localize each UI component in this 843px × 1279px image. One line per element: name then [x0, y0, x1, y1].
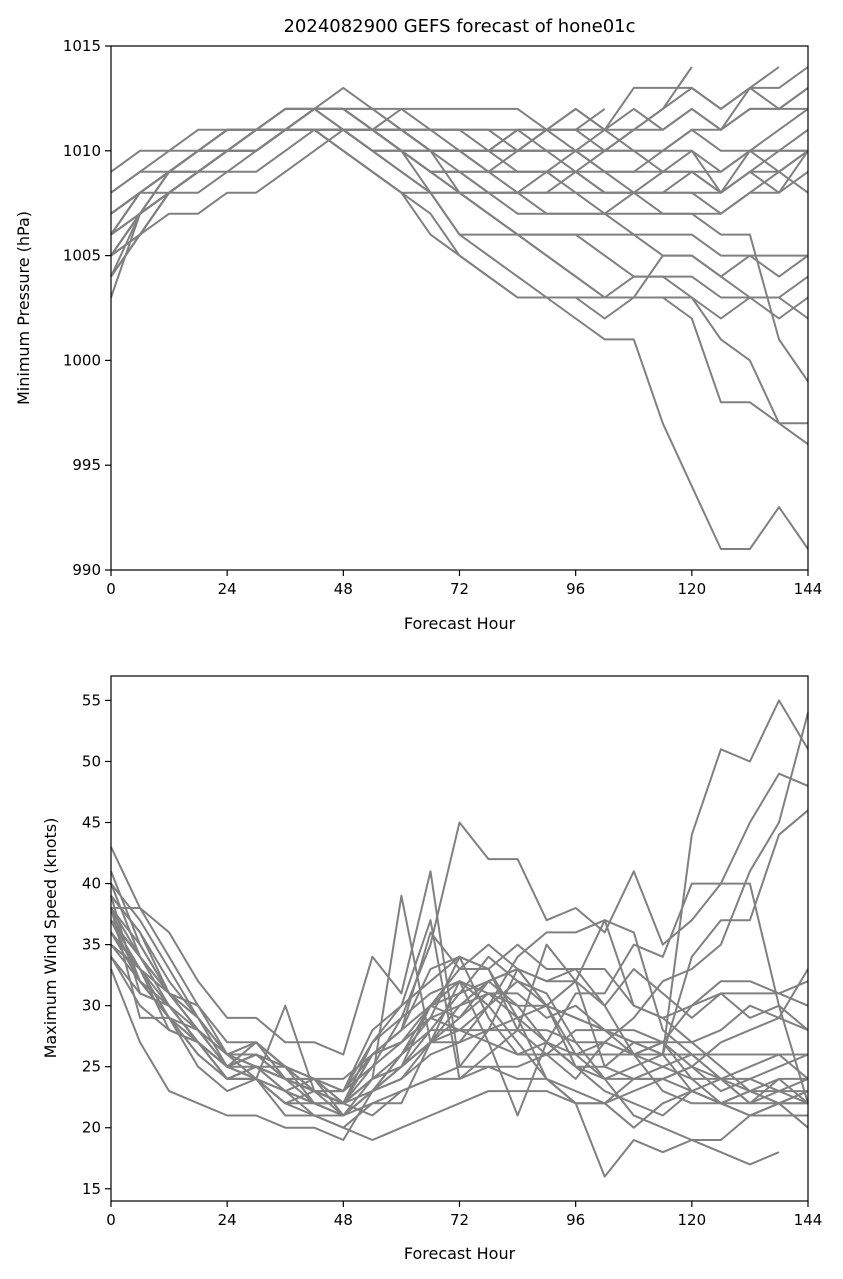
wind-x-tick-label: 96 — [566, 1211, 585, 1229]
wind-x-axis-label: Forecast Hour — [404, 1244, 516, 1263]
pressure-y-tick-label: 990 — [72, 561, 101, 579]
pressure-x-tick-label: 24 — [218, 580, 237, 598]
wind-y-tick-label: 25 — [82, 1058, 101, 1076]
wind-x-tick-label: 72 — [450, 1211, 469, 1229]
wind-x-tick-label: 24 — [218, 1211, 237, 1229]
wind-y-tick-label: 30 — [82, 997, 101, 1015]
pressure-x-tick-label: 96 — [566, 580, 585, 598]
pressure-y-tick-label: 1010 — [63, 142, 101, 160]
pressure-member-line-21 — [110, 107, 809, 236]
wind-y-axis-label: Maximum Wind Speed (knots) — [41, 818, 60, 1059]
wind-x-ticks: 0 24 48 72 96 120 144 — [106, 1201, 822, 1229]
wind-member-line-25 — [110, 895, 809, 1105]
pressure-series-group — [110, 66, 809, 550]
wind-x-tick-label: 144 — [794, 1211, 823, 1229]
wind-y-tick-label: 35 — [82, 936, 101, 954]
wind-x-tick-label: 120 — [678, 1211, 707, 1229]
wind-y-tick-label: 50 — [82, 752, 101, 770]
pressure-y-tick-label: 1005 — [63, 247, 101, 265]
pressure-y-tick-label: 1015 — [63, 37, 101, 55]
pressure-x-axis-label: Forecast Hour — [404, 614, 516, 633]
wind-member-line-24 — [110, 956, 809, 1117]
wind-x-tick-label: 48 — [334, 1211, 353, 1229]
wind-x-tick-label: 0 — [106, 1211, 116, 1229]
wind-series-group — [110, 699, 809, 1178]
pressure-panel: 2024082900 GEFS forecast of hone01c 0 24 4… — [14, 16, 822, 633]
pressure-member-line-23 — [110, 107, 606, 236]
pressure-y-axis-label: Minimum Pressure (hPa) — [14, 211, 33, 405]
pressure-x-ticks: 0 24 48 72 96 120 144 — [106, 570, 822, 598]
wind-panel: 0 24 48 72 96 120 144 15 20 25 30 35 40 45 50 55 Forec… — [41, 675, 822, 1263]
pressure-y-tick-label: 995 — [72, 456, 101, 474]
wind-y-tick-label: 40 — [82, 875, 101, 893]
pressure-x-tick-label: 144 — [794, 580, 823, 598]
wind-y-tick-label: 55 — [82, 691, 101, 709]
wind-y-tick-label: 45 — [82, 814, 101, 832]
wind-member-line-22 — [110, 907, 780, 1178]
pressure-x-tick-label: 120 — [678, 580, 707, 598]
wind-y-tick-label: 15 — [82, 1180, 101, 1198]
wind-y-ticks: 15 20 25 30 35 40 45 50 55 — [82, 691, 111, 1198]
pressure-y-ticks: 990 995 1000 1005 1010 1015 — [63, 37, 111, 579]
wind-y-tick-label: 20 — [82, 1119, 101, 1137]
pressure-y-tick-label: 1000 — [63, 351, 101, 369]
pressure-x-tick-label: 0 — [106, 580, 116, 598]
chart-title: 2024082900 GEFS forecast of hone01c — [283, 16, 635, 37]
pressure-x-tick-label: 48 — [334, 580, 353, 598]
wind-member-line-21 — [110, 931, 809, 1117]
pressure-x-tick-label: 72 — [450, 580, 469, 598]
pressure-member-line-25 — [110, 66, 809, 215]
